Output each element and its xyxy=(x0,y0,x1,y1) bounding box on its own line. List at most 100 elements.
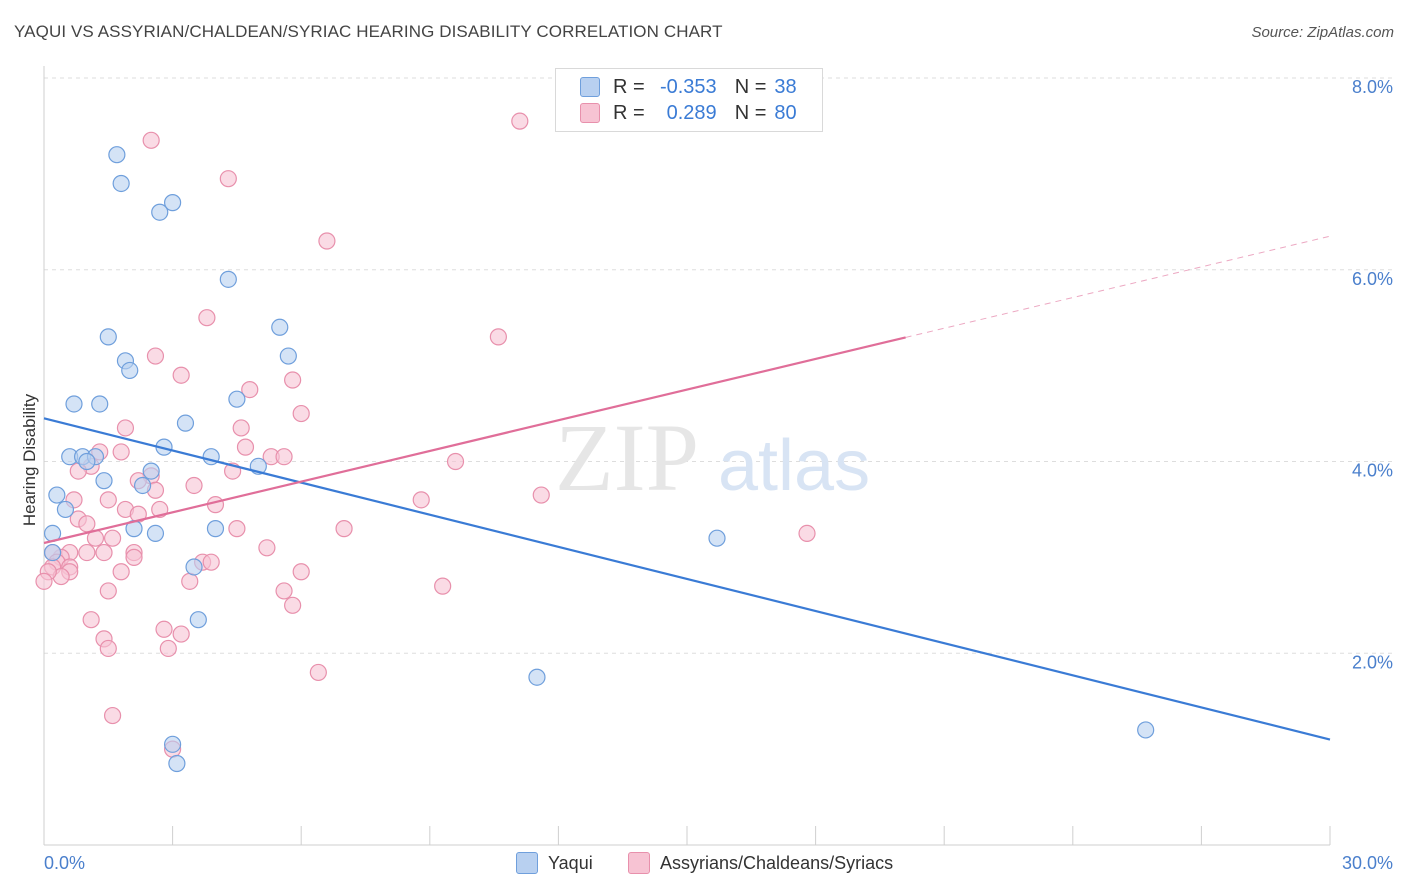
yaqui-point xyxy=(48,486,66,504)
yaqui-point xyxy=(189,611,207,629)
assyr-point xyxy=(172,625,190,643)
legend-label-yaqui: Yaqui xyxy=(548,852,593,873)
yaqui-point xyxy=(176,414,195,432)
chart-title: YAQUI VS ASSYRIAN/CHALDEAN/SYRIAC HEARIN… xyxy=(14,22,723,41)
assyr-point xyxy=(284,371,302,389)
assyr-point xyxy=(228,520,246,538)
yaqui-point xyxy=(279,347,297,365)
yaqui-point xyxy=(164,194,182,212)
assyr-point xyxy=(116,419,135,437)
x-tick-label: 0.0% xyxy=(44,853,85,873)
yaqui-point xyxy=(78,452,96,471)
trend-lines xyxy=(43,235,1331,741)
yaqui-point xyxy=(112,174,130,193)
assyr-point xyxy=(198,309,216,327)
assyr-point xyxy=(318,232,336,250)
assyr-point xyxy=(258,539,276,557)
yaqui-point xyxy=(91,395,109,413)
assyr-trend-line xyxy=(43,336,906,545)
assyr-point xyxy=(99,639,117,658)
r-value: -0.353 xyxy=(659,75,717,98)
assyr-point xyxy=(236,438,255,456)
yaqui-point xyxy=(228,390,246,408)
legend-item-yaqui: Yaqui xyxy=(516,852,593,874)
source-label: Source: ZipAtlas.com xyxy=(1251,24,1394,41)
yaqui-point xyxy=(271,318,289,336)
assyr-swatch xyxy=(580,103,600,123)
yaqui-point xyxy=(146,524,165,543)
yaqui-point xyxy=(95,472,113,490)
assyr-point xyxy=(284,596,302,614)
yaqui-point xyxy=(185,558,203,576)
assyr-point xyxy=(798,524,816,543)
yaqui-point xyxy=(121,361,139,380)
assyr-point xyxy=(446,452,465,471)
legend-row-assyr: R = 0.289 N = 80 xyxy=(580,101,797,125)
assyr-point xyxy=(202,553,220,571)
yaqui-point xyxy=(56,500,75,519)
assyr-point xyxy=(125,548,143,566)
r-label: R = xyxy=(613,75,645,98)
assyr-point xyxy=(103,529,122,547)
y-tick-label: 6.0% xyxy=(1352,269,1393,289)
watermark-atlas: atlas xyxy=(718,426,870,506)
assyr-point xyxy=(112,563,130,581)
yaqui-trend-line xyxy=(43,417,1331,741)
assyr-point xyxy=(82,611,100,629)
y-axis-label-group: Hearing Disability xyxy=(20,393,39,526)
assyr-point xyxy=(434,577,452,595)
yaqui-point xyxy=(99,328,117,346)
assyr-point xyxy=(219,170,237,188)
yaqui-point xyxy=(219,270,237,288)
assyr-point xyxy=(112,443,130,461)
assyr-point xyxy=(172,366,190,384)
assyr-point xyxy=(99,582,117,600)
legend-label-assyr: Assyrians/Chaldeans/Syriacs xyxy=(660,852,894,873)
assyr-point xyxy=(103,706,122,725)
watermark-zip: ZIP xyxy=(555,404,699,511)
assyr-point xyxy=(155,620,173,638)
y-tick-label: 8.0% xyxy=(1352,77,1393,97)
yaqui-point xyxy=(168,754,186,773)
yaqui-point xyxy=(1137,721,1155,739)
assyr-point xyxy=(511,112,529,130)
yaqui-swatch xyxy=(516,852,538,874)
axes xyxy=(43,66,1331,846)
y-axis-label: Hearing Disability xyxy=(20,393,39,526)
assyr-point xyxy=(275,448,293,466)
assyr-point xyxy=(95,543,113,562)
watermark: ZIP atlas xyxy=(555,404,870,511)
assyr-swatch xyxy=(628,852,650,874)
yaqui-point xyxy=(206,520,225,538)
y-tick-label: 2.0% xyxy=(1352,652,1393,672)
n-value: 80 xyxy=(774,101,797,124)
assyr-point xyxy=(275,582,293,600)
n-label: N = xyxy=(734,101,767,124)
yaqui-point xyxy=(528,668,546,686)
assyr-point xyxy=(78,515,96,533)
assyr-point xyxy=(292,563,310,581)
n-value: 38 xyxy=(774,75,797,98)
assyr-point xyxy=(99,491,117,509)
yaqui-point xyxy=(108,146,126,164)
yaqui-point xyxy=(65,395,83,413)
yaqui-swatch xyxy=(580,77,600,97)
assyr-point xyxy=(335,520,353,538)
legend-item-assyr: Assyrians/Chaldeans/Syriacs xyxy=(628,852,893,874)
yaqui-point xyxy=(43,543,62,562)
assyr-point xyxy=(181,572,199,590)
assyr-point xyxy=(292,404,310,423)
yaqui-point xyxy=(133,476,152,495)
correlation-legend: R = -0.353 N = 38 R = 0.289 N = 80 xyxy=(555,68,823,132)
yaqui-point xyxy=(708,529,726,547)
yaqui-point xyxy=(164,735,182,753)
grid-lines xyxy=(44,77,1392,654)
assyr-point xyxy=(185,476,203,495)
assyr-point xyxy=(241,380,259,399)
r-value: 0.289 xyxy=(666,101,717,124)
assyr-points xyxy=(35,112,816,758)
assyr-point xyxy=(159,639,177,658)
yaqui-point xyxy=(142,462,160,480)
r-label: R = xyxy=(613,101,645,124)
y-tick-label: 4.0% xyxy=(1352,461,1393,481)
